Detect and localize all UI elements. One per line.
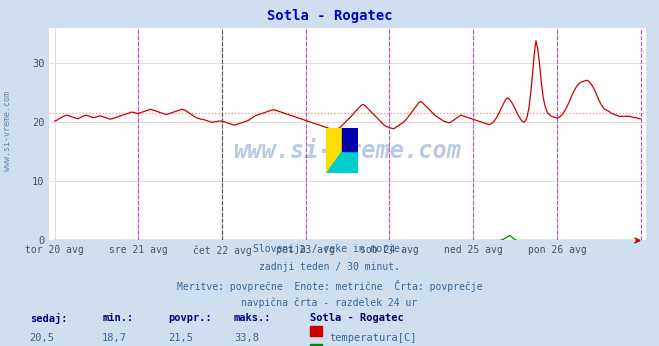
Text: 21,5: 21,5 — [168, 333, 193, 343]
Text: sedaj:: sedaj: — [30, 313, 67, 324]
Polygon shape — [326, 128, 358, 173]
Text: povpr.:: povpr.: — [168, 313, 212, 323]
Text: 33,8: 33,8 — [234, 333, 259, 343]
Polygon shape — [342, 128, 358, 151]
Text: Slovenija / reke in morje.: Slovenija / reke in morje. — [253, 244, 406, 254]
Text: zadnji teden / 30 minut.: zadnji teden / 30 minut. — [259, 262, 400, 272]
Text: maks.:: maks.: — [234, 313, 272, 323]
Polygon shape — [326, 128, 358, 173]
Text: Meritve: povprečne  Enote: metrične  Črta: povprečje: Meritve: povprečne Enote: metrične Črta:… — [177, 280, 482, 292]
Text: 18,7: 18,7 — [102, 333, 127, 343]
Text: www.si-vreme.com: www.si-vreme.com — [3, 91, 13, 172]
Text: Sotla - Rogatec: Sotla - Rogatec — [310, 313, 403, 323]
Text: www.si-vreme.com: www.si-vreme.com — [234, 139, 461, 163]
Text: temperatura[C]: temperatura[C] — [330, 333, 417, 343]
Text: min.:: min.: — [102, 313, 133, 323]
Text: Sotla - Rogatec: Sotla - Rogatec — [267, 9, 392, 22]
Text: navpična črta - razdelek 24 ur: navpična črta - razdelek 24 ur — [241, 298, 418, 308]
Text: 20,5: 20,5 — [30, 333, 55, 343]
